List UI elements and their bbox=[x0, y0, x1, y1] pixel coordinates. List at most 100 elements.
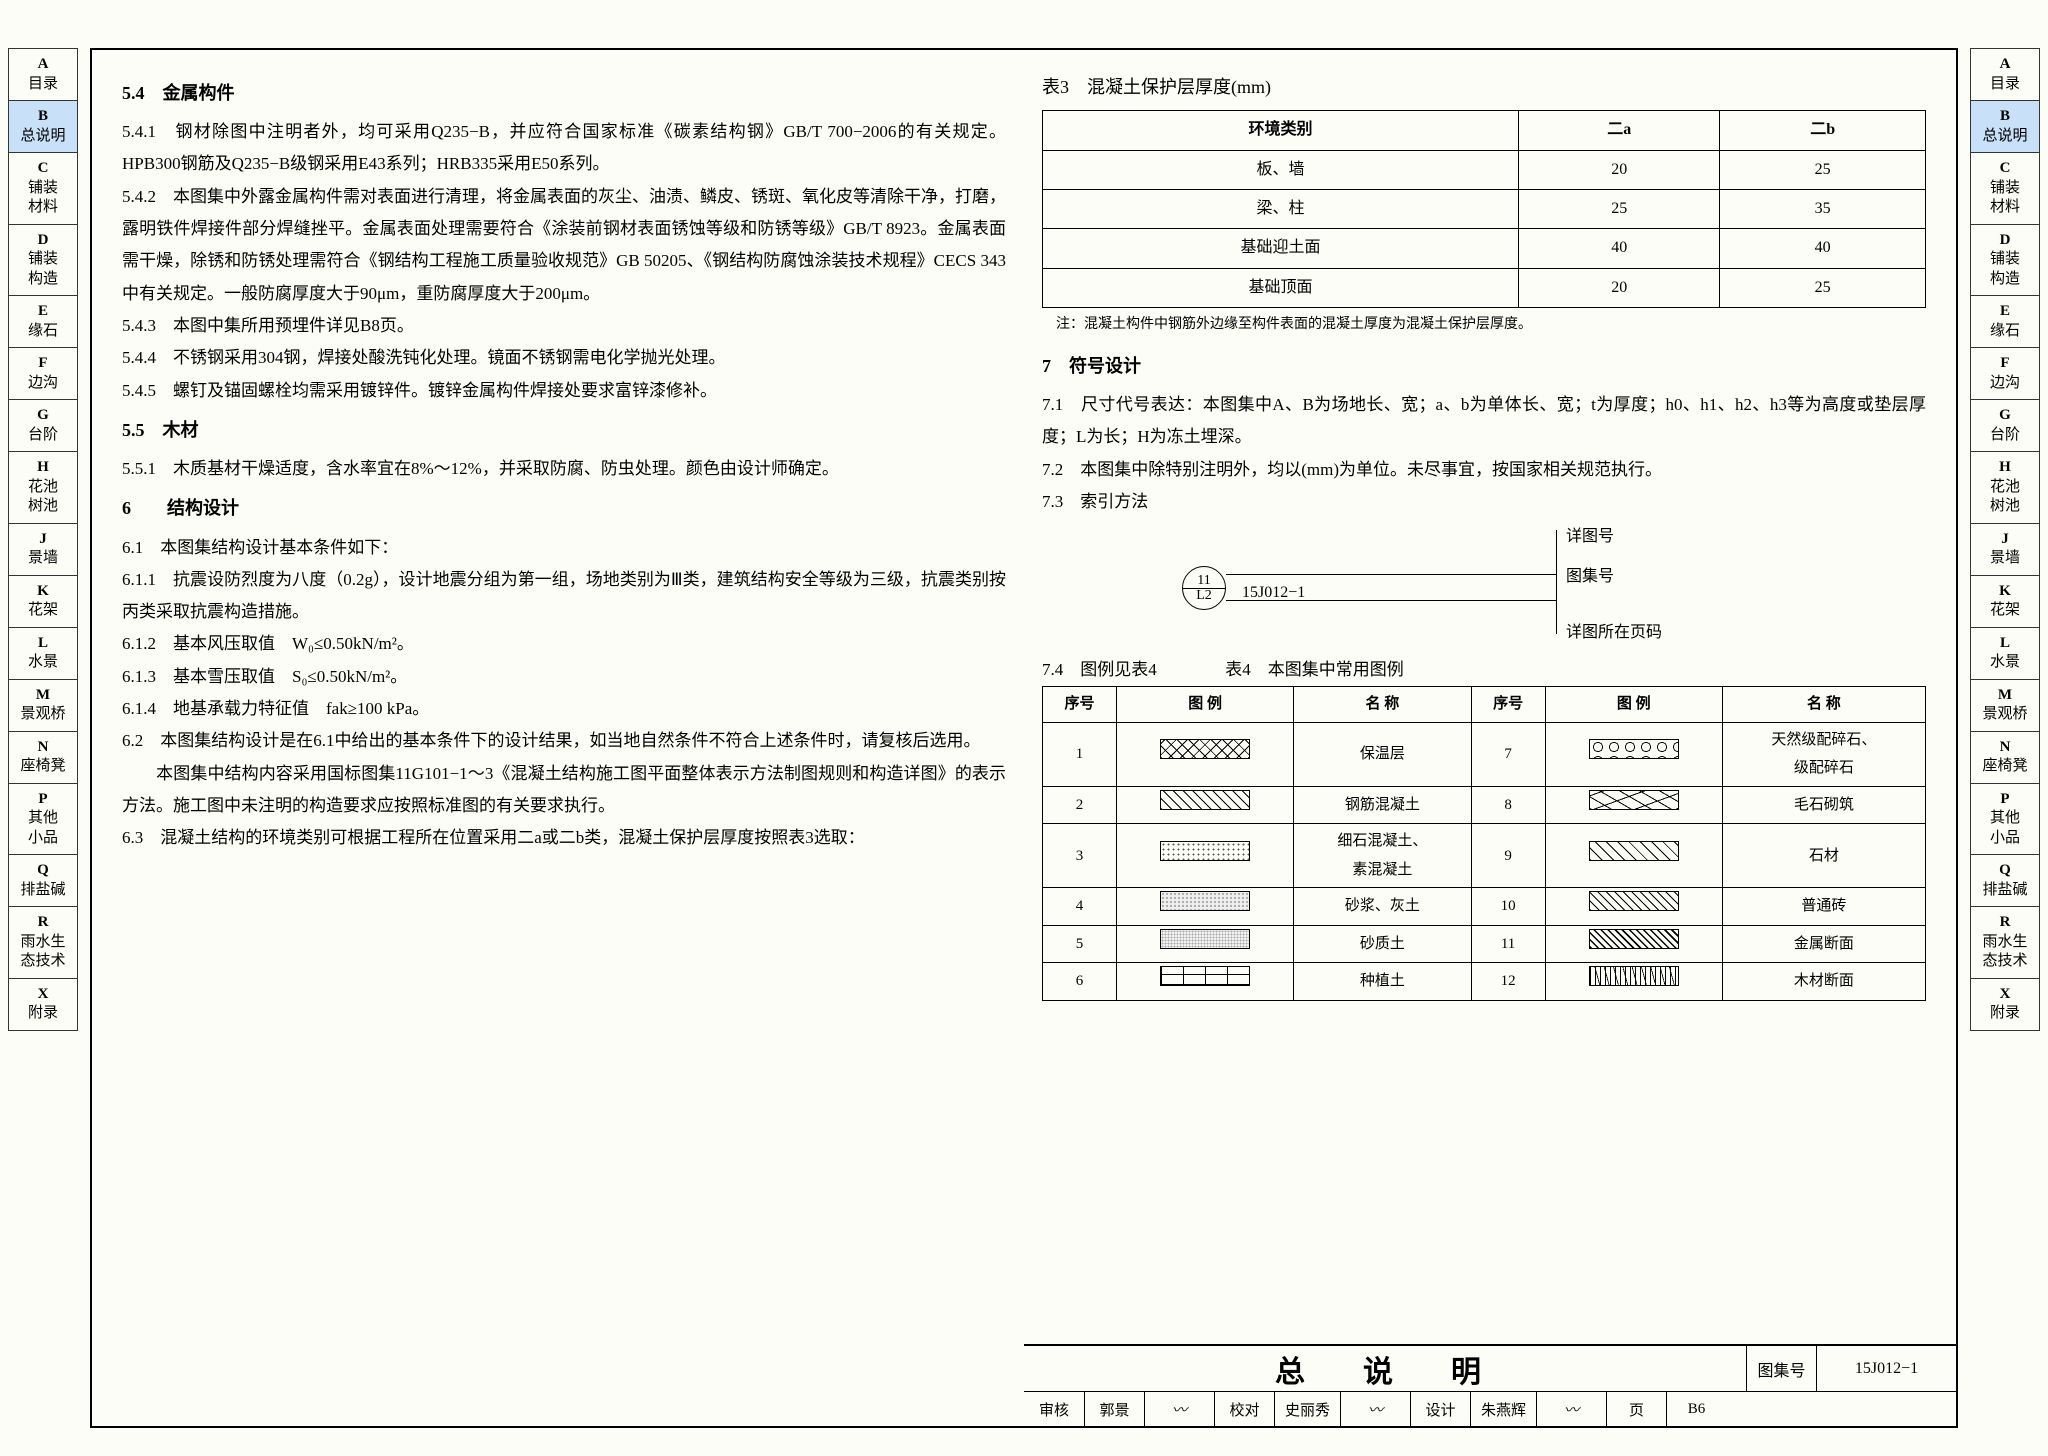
sidebar-letter: R bbox=[11, 913, 75, 933]
sidebar-item-n[interactable]: N座椅凳 bbox=[9, 732, 77, 784]
heading-5-4: 5.4 金属构件 bbox=[122, 76, 1006, 110]
sidebar-item-f[interactable]: F边沟 bbox=[9, 348, 77, 400]
sidebar-item-l[interactable]: L水景 bbox=[9, 628, 77, 680]
sidebar-item-d[interactable]: D铺装构造 bbox=[1971, 225, 2039, 297]
sidebar-item-g[interactable]: G台阶 bbox=[1971, 400, 2039, 452]
sidebar-item-q[interactable]: Q排盐碱 bbox=[1971, 855, 2039, 907]
legend-name: 细石混凝土、素混凝土 bbox=[1294, 824, 1471, 888]
legend-name: 金属断面 bbox=[1722, 925, 1925, 963]
sidebar-letter: E bbox=[11, 302, 75, 322]
legend-name: 砂浆、灰土 bbox=[1294, 888, 1471, 926]
sidebar-item-l[interactable]: L水景 bbox=[1971, 628, 2039, 680]
sidebar-label: 景观桥 bbox=[1982, 706, 2027, 722]
sidebar-item-j[interactable]: J景墙 bbox=[1971, 524, 2039, 576]
sidebar-label: 排盐碱 bbox=[1982, 882, 2027, 898]
sidebar-item-b[interactable]: B总说明 bbox=[1971, 101, 2039, 153]
table3: 环境类别二a二b板、墙2025梁、柱2535基础迎土面4040基础顶面2025 bbox=[1042, 110, 1926, 308]
sidebar-letter: P bbox=[11, 790, 75, 810]
sidebar-label: 总说明 bbox=[20, 128, 65, 144]
signature-icon: 〰 bbox=[1536, 1392, 1606, 1426]
sidebar-item-a[interactable]: A目录 bbox=[1971, 49, 2039, 101]
sidebar-item-r[interactable]: R雨水生态技术 bbox=[9, 907, 77, 979]
sidebar-item-c[interactable]: C铺装材料 bbox=[9, 153, 77, 225]
sidebar-label: 其他小品 bbox=[28, 810, 58, 846]
sidebar-item-h[interactable]: H花池树池 bbox=[9, 452, 77, 524]
sidebar-letter: C bbox=[1973, 159, 2037, 179]
table4-header-cell: 图 例 bbox=[1545, 687, 1722, 723]
sidebar-item-m[interactable]: M景观桥 bbox=[1971, 680, 2039, 732]
sidebar-item-n[interactable]: N座椅凳 bbox=[1971, 732, 2039, 784]
sidebar-label: 景观桥 bbox=[20, 706, 65, 722]
sidebar-letter: X bbox=[11, 985, 75, 1005]
sidebar-item-j[interactable]: J景墙 bbox=[9, 524, 77, 576]
hatch-icon bbox=[1589, 966, 1679, 986]
para-5-4-3: 5.4.3 本图中集所用预埋件详见B8页。 bbox=[122, 310, 1006, 342]
legend-index: 2 bbox=[1043, 786, 1117, 824]
hatch-icon bbox=[1589, 790, 1679, 810]
sidebar-letter: K bbox=[11, 582, 75, 602]
sidebar-item-x[interactable]: X附录 bbox=[9, 979, 77, 1030]
para-7-3: 7.3 索引方法 bbox=[1042, 486, 1926, 518]
sidebar-label: 铺装材料 bbox=[1990, 180, 2020, 216]
para-7-4-text: 7.4 图例见表4 bbox=[1042, 660, 1157, 679]
sidebar-label: 花池树池 bbox=[28, 479, 58, 515]
para-7-4: 7.4 图例见表4 表4 本图集中常用图例 bbox=[1042, 654, 1926, 686]
para-5-4-5: 5.4.5 螺钉及锚固螺栓均需采用镀锌件。镀锌金属构件焊接处要求富锌漆修补。 bbox=[122, 375, 1006, 407]
hatch-icon bbox=[1160, 841, 1250, 861]
titleblock-key: 审核 bbox=[1024, 1392, 1084, 1426]
sidebar-item-b[interactable]: B总说明 bbox=[9, 101, 77, 153]
sidebar-item-a[interactable]: A目录 bbox=[9, 49, 77, 101]
sidebar-label: 花架 bbox=[28, 602, 58, 618]
sidebar-item-g[interactable]: G台阶 bbox=[9, 400, 77, 452]
para-7-1: 7.1 尺寸代号表达：本图集中A、B为场地长、宽；a、b为单体长、宽；t为厚度；… bbox=[1042, 389, 1926, 454]
hatch-icon bbox=[1160, 891, 1250, 911]
sidebar-item-c[interactable]: C铺装材料 bbox=[1971, 153, 2039, 225]
sidebar-item-h[interactable]: H花池树池 bbox=[1971, 452, 2039, 524]
sidebar-item-q[interactable]: Q排盐碱 bbox=[9, 855, 77, 907]
sidebar-item-x[interactable]: X附录 bbox=[1971, 979, 2039, 1030]
sidebar-item-r[interactable]: R雨水生态技术 bbox=[1971, 907, 2039, 979]
para-6-2: 6.2 本图集结构设计是在6.1中给出的基本条件下的设计结果，如当地自然条件不符… bbox=[122, 725, 1006, 757]
table4-header-cell: 序号 bbox=[1043, 687, 1117, 723]
para-6-2b: 本图集中结构内容采用国标图集11G101−1～3《混凝土结构施工图平面整体表示方… bbox=[122, 758, 1006, 823]
legend-name: 砂质土 bbox=[1294, 925, 1471, 963]
sidebar-label: 铺装构造 bbox=[1990, 251, 2020, 287]
right-text-column: 表3 混凝土保护层厚度(mm) 环境类别二a二b板、墙2025梁、柱2535基础… bbox=[1042, 70, 1926, 1326]
sidebar-label: 台阶 bbox=[1990, 427, 2020, 443]
legend-index: 1 bbox=[1043, 722, 1117, 786]
heading-6: 6 结构设计 bbox=[122, 491, 1006, 525]
sidebar-item-p[interactable]: P其他小品 bbox=[9, 784, 77, 856]
legend-name: 保温层 bbox=[1294, 722, 1471, 786]
sidebar-letter: R bbox=[1973, 913, 2037, 933]
legend-swatch bbox=[1117, 786, 1294, 824]
sidebar-letter: N bbox=[11, 738, 75, 758]
sidebar-letter: H bbox=[1973, 458, 2037, 478]
legend-swatch bbox=[1117, 722, 1294, 786]
titleblock-key: 页 bbox=[1606, 1392, 1666, 1426]
para-5-4-1: 5.4.1 钢材除图中注明者外，均可采用Q235−B，并应符合国家标准《碳素结构… bbox=[122, 116, 1006, 181]
sidebar-item-p[interactable]: P其他小品 bbox=[1971, 784, 2039, 856]
table3-cell: 40 bbox=[1519, 229, 1720, 268]
index-label-top: 详图号 bbox=[1566, 522, 1614, 552]
table4-title: 表4 本图集中常用图例 bbox=[1225, 660, 1404, 679]
titleblock-key: 设计 bbox=[1410, 1392, 1470, 1426]
hatch-icon bbox=[1589, 929, 1679, 949]
index-set-code: 15J012−1 bbox=[1242, 578, 1305, 608]
sidebar-letter: F bbox=[11, 354, 75, 374]
legend-index: 12 bbox=[1471, 963, 1545, 1001]
legend-index: 11 bbox=[1471, 925, 1545, 963]
sidebar-item-e[interactable]: E缘石 bbox=[1971, 296, 2039, 348]
sidebar-item-k[interactable]: K花架 bbox=[1971, 576, 2039, 628]
sidebar-item-m[interactable]: M景观桥 bbox=[9, 680, 77, 732]
table3-cell: 35 bbox=[1720, 189, 1926, 228]
para-5-4-2: 5.4.2 本图集中外露金属构件需对表面进行清理，将金属表面的灰尘、油渍、鳞皮、… bbox=[122, 181, 1006, 310]
sidebar-letter: E bbox=[1973, 302, 2037, 322]
sidebar-item-d[interactable]: D铺装构造 bbox=[9, 225, 77, 297]
sidebar-label: 花架 bbox=[1990, 602, 2020, 618]
para-6-1: 6.1 本图集结构设计基本条件如下： bbox=[122, 532, 1006, 564]
sidebar-item-f[interactable]: F边沟 bbox=[1971, 348, 2039, 400]
sidebar-letter: Q bbox=[1973, 861, 2037, 881]
sidebar-item-k[interactable]: K花架 bbox=[9, 576, 77, 628]
sidebar-label: 雨水生态技术 bbox=[20, 934, 65, 970]
sidebar-item-e[interactable]: E缘石 bbox=[9, 296, 77, 348]
